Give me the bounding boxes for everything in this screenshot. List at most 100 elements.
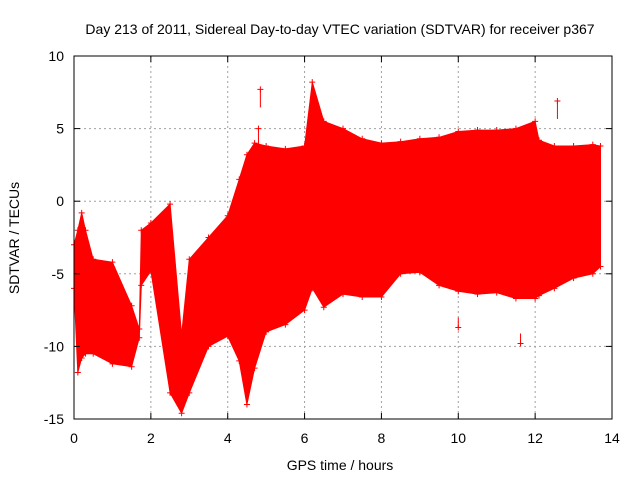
data-point-marker	[78, 209, 85, 216]
data-point-marker	[90, 256, 97, 263]
data-point-marker	[136, 325, 143, 332]
data-point-marker	[309, 79, 316, 86]
data-point-marker	[378, 140, 385, 147]
data-point-marker	[436, 134, 443, 141]
x-tick-label: 2	[147, 430, 155, 446]
data-point-marker	[309, 285, 316, 292]
data-point-marker	[493, 127, 500, 134]
data-point-marker	[128, 302, 135, 309]
data-point-marker	[597, 143, 604, 150]
data-point-marker	[359, 294, 366, 301]
data-point-marker	[320, 304, 327, 311]
data-point-marker	[224, 333, 231, 340]
data-point-marker	[512, 125, 519, 132]
data-band	[73, 81, 601, 415]
plot-frame	[73, 55, 613, 420]
data-point-marker	[597, 263, 604, 270]
chart-title: Day 213 of 2011, Sidereal Day-to-day VTE…	[85, 21, 594, 37]
data-point-marker	[251, 140, 258, 147]
data-point-marker	[178, 410, 185, 417]
data-point-marker	[109, 259, 116, 266]
data-point-marker	[301, 143, 308, 150]
data-point-marker	[282, 321, 289, 328]
data-point-marker	[340, 125, 346, 132]
data-point-marker	[236, 357, 243, 364]
data-point-marker	[74, 369, 81, 376]
data-markers	[71, 79, 604, 417]
data-point-marker	[589, 141, 596, 148]
data-point-marker	[320, 118, 327, 125]
y-axis-label: SDTVAR / TECUs	[6, 182, 22, 294]
data-point-marker	[251, 365, 258, 372]
data-point-marker	[90, 350, 97, 357]
data-point-marker	[205, 343, 212, 350]
data-point-marker	[535, 137, 542, 144]
x-axis-label: GPS time / hours	[287, 457, 394, 473]
data-envelope	[73, 81, 601, 415]
data-point-marker	[74, 227, 81, 234]
y-tick-label: 5	[56, 121, 64, 137]
x-tick-label: 0	[70, 430, 78, 446]
x-tick-label: 14	[604, 430, 620, 446]
data-point-marker	[455, 288, 462, 295]
data-point-marker	[138, 282, 145, 289]
data-point-marker	[340, 291, 346, 298]
data-point-marker	[282, 145, 289, 152]
y-tick-label: -10	[44, 338, 64, 354]
data-point-marker	[570, 143, 577, 150]
data-point-marker	[167, 389, 174, 396]
x-tick-label: 6	[301, 430, 309, 446]
data-point-marker	[243, 151, 250, 158]
data-point-marker	[167, 201, 174, 208]
data-point-marker	[532, 295, 539, 302]
data-point-marker	[82, 350, 89, 357]
data-point-marker	[455, 128, 462, 135]
data-point-marker	[147, 219, 154, 226]
data-point-marker	[535, 292, 542, 299]
data-point-marker	[436, 282, 443, 289]
data-point-marker	[147, 267, 154, 274]
data-point-marker	[263, 143, 270, 150]
data-point-marker	[243, 401, 250, 408]
data-point-marker	[263, 328, 270, 335]
data-point-marker	[378, 294, 385, 301]
y-tick-label: 10	[48, 48, 64, 64]
data-point-marker	[138, 227, 145, 234]
data-point-marker	[493, 289, 500, 296]
x-tick-label: 10	[450, 430, 466, 446]
y-axis-ticks: 10 5 0 -5 -10 -15	[44, 48, 612, 427]
data-point-marker	[82, 227, 89, 234]
data-point-marker	[397, 270, 404, 277]
data-point-marker	[397, 138, 404, 145]
data-point-marker	[78, 355, 85, 362]
data-point-marker	[416, 269, 423, 276]
data-point-marker	[570, 275, 577, 282]
data-point-marker	[128, 363, 135, 370]
data-point-marker	[416, 135, 423, 142]
data-point-marker	[532, 118, 539, 125]
x-tick-label: 8	[378, 430, 386, 446]
y-tick-label: -5	[52, 266, 65, 282]
y-tick-label: -15	[44, 411, 64, 427]
data-point-marker	[301, 307, 308, 314]
data-point-marker	[589, 270, 596, 277]
data-point-marker	[186, 256, 193, 263]
data-point-marker	[224, 212, 231, 219]
data-point-marker	[178, 331, 185, 338]
data-point-marker	[551, 143, 558, 150]
data-point-marker	[186, 389, 193, 396]
data-point-marker	[474, 291, 481, 298]
y-tick-label: 0	[56, 193, 64, 209]
data-point-marker	[551, 285, 558, 292]
data-point-marker	[512, 295, 519, 302]
data-point-marker	[109, 360, 116, 367]
x-tick-label: 12	[527, 430, 543, 446]
data-point-marker	[359, 135, 366, 142]
data-point-marker	[136, 334, 143, 341]
data-point-marker	[236, 176, 243, 183]
x-axis-ticks: 0 2 4 6 8 10 12 14	[70, 56, 620, 446]
data-point-marker	[474, 127, 481, 134]
data-point-marker	[205, 234, 212, 241]
x-tick-label: 4	[224, 430, 232, 446]
